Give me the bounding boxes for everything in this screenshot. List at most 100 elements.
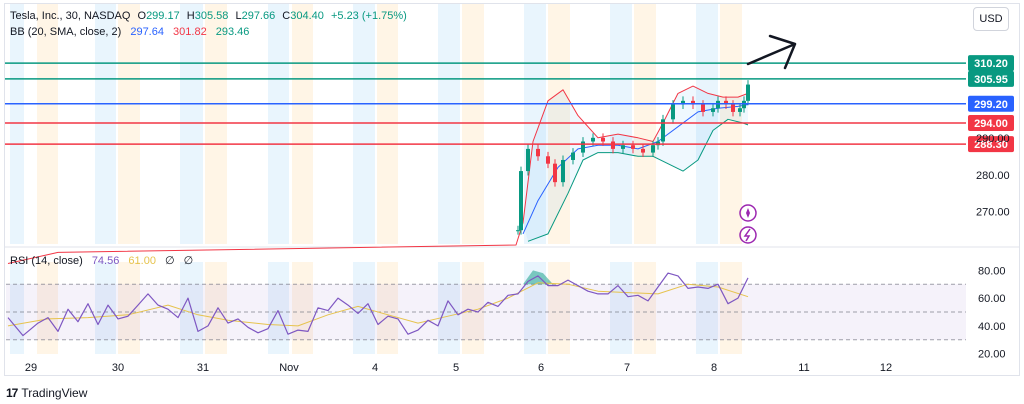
ohlc-open-label: O <box>137 10 147 22</box>
x-tick-label-1: 30 <box>112 362 124 374</box>
session-stripe-rsi-11 <box>462 262 484 354</box>
session-stripe-rsi-17 <box>720 262 742 354</box>
candle-body-13 <box>621 145 625 149</box>
level-badge-2 <box>968 95 1014 112</box>
candle-body-2 <box>519 171 523 231</box>
candle-body-14 <box>631 145 635 149</box>
bb-basis-value: 297.64 <box>130 26 164 38</box>
brand-name: TradingView <box>21 386 88 400</box>
ohlc-close-label: C <box>282 10 291 22</box>
symbol-title: Tesla, Inc., 30, NASDAQ <box>10 10 131 22</box>
session-stripe-price-6 <box>268 4 289 244</box>
candle-body-10 <box>591 137 595 142</box>
bb-label: BB (20, SMA, close, 2) <box>10 26 122 38</box>
arrow-right-icon <box>746 34 797 70</box>
candle-body-7 <box>561 159 565 183</box>
candle-body-5 <box>546 156 550 164</box>
session-stripe-price-15 <box>634 4 656 244</box>
x-tick-label-8: 8 <box>711 362 717 374</box>
candle-body-22 <box>701 104 705 112</box>
bb-upper-value: 301.82 <box>173 26 207 38</box>
price-tick-label-2: 290.00 <box>976 133 1010 145</box>
rsi-label: RSI (14, close) <box>10 255 83 267</box>
rsi-extra-1: ∅ <box>165 255 175 267</box>
rsi-tick-label-3: 20.00 <box>978 349 1006 361</box>
candle-body-27 <box>738 108 742 112</box>
ohlc-high-label: H <box>186 10 195 22</box>
rsi-line <box>7 272 749 337</box>
session-stripe-price-7 <box>292 4 313 244</box>
candle-body-26 <box>731 104 735 112</box>
x-tick-label-7: 7 <box>624 362 630 374</box>
rsi-extra-2: ∅ <box>183 255 194 267</box>
bb-lower-value: 293.46 <box>215 26 250 38</box>
rsi-tick-label-2: 40.00 <box>978 321 1006 333</box>
level-badge-1 <box>968 70 1014 87</box>
lightning-icon <box>739 226 757 244</box>
session-stripe-price-9 <box>377 4 398 244</box>
rsi-legend: RSI (14, close) 74.56 61.00 ∅ ∅ <box>10 254 193 267</box>
ohlc-high-value: 305.58 <box>194 10 229 22</box>
candle-body-20 <box>681 100 685 105</box>
session-stripe-price-8 <box>353 4 375 244</box>
session-stripe-price-16 <box>696 4 718 244</box>
x-tick-label-5: 5 <box>453 362 459 374</box>
bollinger-fill <box>523 86 748 242</box>
candle-body-18 <box>661 119 665 142</box>
price-tick-label-0: 270.00 <box>976 207 1010 219</box>
rsi-value: 74.56 <box>91 255 120 267</box>
level-label-4: 288.30 <box>974 139 1008 151</box>
footer-brand[interactable]: 17 TradingView <box>6 386 87 400</box>
level-label-0: 310.20 <box>974 58 1008 70</box>
candle-body-19 <box>671 104 675 120</box>
session-stripe-price-0 <box>10 4 24 244</box>
ohlc-low-value: 297.66 <box>241 10 276 22</box>
candle-body-15 <box>641 148 645 153</box>
session-stripe-price-2 <box>95 4 116 244</box>
level-label-3: 294.00 <box>974 118 1008 130</box>
candle-body-1 <box>516 230 520 232</box>
ohlc-close-value: 304.40 <box>290 10 324 22</box>
ohlc-low-label: L <box>235 10 242 22</box>
session-stripe-price-1 <box>37 4 58 244</box>
x-tick-label-6: 6 <box>538 362 544 374</box>
ohlc-open-value: 299.17 <box>146 10 180 22</box>
session-stripe-rsi-1 <box>37 262 58 354</box>
candle-body-4 <box>536 148 540 157</box>
lightning-bolt <box>743 228 751 242</box>
session-stripe-rsi-14 <box>610 262 632 354</box>
session-stripe-rsi-3 <box>118 262 140 354</box>
x-tick-label-4: 4 <box>372 362 378 374</box>
level-label-1: 305.95 <box>974 74 1008 86</box>
candle-body-9 <box>581 141 585 153</box>
session-stripe-rsi-10 <box>438 262 460 354</box>
currency-button[interactable]: USD <box>973 7 1009 31</box>
level-badge-0 <box>968 55 1014 72</box>
session-stripe-price-17 <box>720 4 742 244</box>
rsi-tick-label-0: 80.00 <box>978 265 1006 277</box>
session-stripe-price-4 <box>180 4 203 244</box>
candle-body-12 <box>611 141 615 149</box>
rsi-ma-value: 61.00 <box>128 255 156 267</box>
candle-body-16 <box>651 145 655 153</box>
session-stripe-rsi-5 <box>205 262 227 354</box>
candle-body-25 <box>724 100 728 105</box>
x-tick-label-9: 11 <box>798 362 809 374</box>
x-tick-label-3: Nov <box>279 362 299 374</box>
session-stripe-price-3 <box>118 4 140 244</box>
candle-body-3 <box>526 148 530 172</box>
session-stripe-price-13 <box>548 4 570 244</box>
session-stripes <box>10 4 742 354</box>
x-tick-label-10: 12 <box>880 362 892 374</box>
chart-frame <box>4 3 1020 376</box>
level-badge-3 <box>968 115 1014 132</box>
bb-legend: BB (20, SMA, close, 2) 297.64 301.82 293… <box>10 26 249 38</box>
session-stripe-price-14 <box>610 4 632 244</box>
plus-circle-star <box>746 208 750 218</box>
session-stripe-price-5 <box>205 4 227 244</box>
rsi-tick-label-1: 60.00 <box>978 293 1006 305</box>
candle-body-8 <box>571 152 575 160</box>
candle-body-11 <box>601 137 605 142</box>
plus-circle-icon <box>739 204 757 222</box>
